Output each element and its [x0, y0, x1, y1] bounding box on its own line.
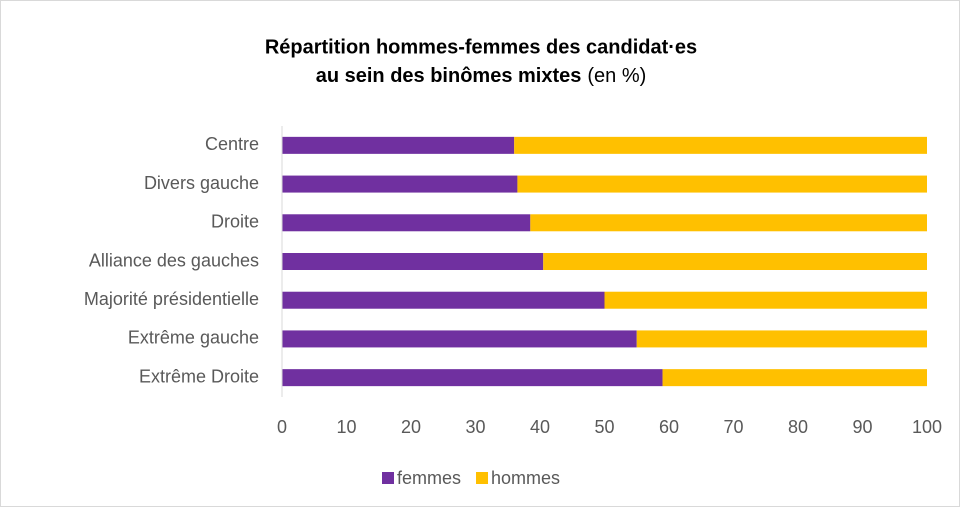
bar-segment	[282, 330, 637, 348]
y-tick-label: Extrême Droite	[139, 366, 259, 386]
x-tick-label: 10	[336, 417, 356, 437]
bar-segment	[282, 136, 515, 154]
bar-segment	[517, 175, 927, 193]
legend-swatch	[476, 472, 489, 484]
y-tick-label: Centre	[205, 134, 259, 154]
y-tick-label: Majorité présidentielle	[84, 289, 259, 309]
bar-segment	[282, 369, 663, 387]
bar-segment	[604, 291, 927, 309]
bar-segment	[282, 175, 518, 193]
x-tick-label: 20	[401, 417, 421, 437]
bar-segment	[530, 214, 927, 232]
bar-segment	[514, 136, 927, 154]
legend-label: femmes	[397, 468, 461, 488]
x-tick-label: 0	[277, 417, 287, 437]
bar-segment	[662, 369, 927, 387]
y-tick-label: Divers gauche	[144, 173, 259, 193]
x-tick-label: 80	[788, 417, 808, 437]
chart-title: au sein des binômes mixtes (en %)	[316, 65, 647, 87]
legend-label: hommes	[491, 468, 560, 488]
y-tick-label: Extrême gauche	[128, 328, 259, 348]
chart-title: Répartition hommes-femmes des candidat·e…	[265, 36, 697, 58]
x-tick-label: 30	[465, 417, 485, 437]
y-tick-label: Droite	[211, 212, 259, 232]
bar-segment	[636, 330, 927, 348]
y-tick-label: Alliance des gauches	[89, 250, 259, 270]
bar-segment	[282, 291, 605, 309]
x-tick-label: 40	[530, 417, 550, 437]
bar-segment	[282, 214, 531, 232]
x-tick-label: 90	[852, 417, 872, 437]
chart-subtitle: (en %)	[587, 65, 646, 87]
legend-swatch	[382, 472, 394, 484]
bar-segment	[282, 253, 544, 270]
x-tick-label: 50	[594, 417, 614, 437]
x-tick-label: 100	[912, 417, 942, 437]
chart-title: au sein des binômes mixtes	[316, 65, 582, 87]
x-tick-label: 70	[723, 417, 743, 437]
x-tick-label: 60	[659, 417, 679, 437]
bar-segment	[543, 253, 927, 270]
